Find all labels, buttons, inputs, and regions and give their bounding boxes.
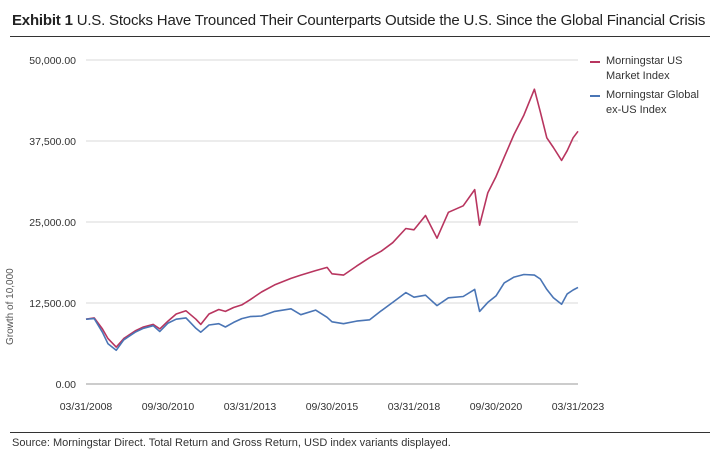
top-rule: [10, 36, 710, 37]
legend-item-ex-us: Morningstar Global ex-US Index: [590, 88, 710, 118]
x-tick-label: 03/31/2023: [552, 401, 605, 413]
y-tick-label: 50,000.00: [29, 55, 76, 67]
gridlines: [86, 59, 578, 385]
y-tick-label: 12,500.00: [29, 298, 76, 310]
series-line-us-market: [85, 88, 579, 348]
chart-title: Exhibit 1 U.S. Stocks Have Trounced Thei…: [12, 12, 712, 29]
legend-label-ex-us: Morningstar Global ex-US Index: [606, 89, 699, 116]
series-line-global-ex-us: [85, 273, 579, 352]
legend-label-us: Morningstar US Market Index: [606, 55, 683, 82]
bottom-rule: [10, 432, 710, 433]
exhibit-label: Exhibit 1: [12, 12, 73, 29]
x-tick-label: 09/30/2010: [142, 401, 195, 413]
legend-item-us: Morningstar US Market Index: [590, 54, 710, 84]
x-tick-label: 03/31/2008: [60, 401, 113, 413]
x-axis-ticks: 03/31/2008 09/30/2010 03/31/2013 09/30/2015…: [60, 401, 605, 413]
y-tick-label: 25,000.00: [29, 217, 76, 229]
title-text: U.S. Stocks Have Trounced Their Counterp…: [76, 12, 706, 29]
x-tick-label: 09/30/2015: [306, 401, 359, 413]
y-tick-label: 0.00: [56, 379, 77, 391]
y-tick-label: 37,500.00: [29, 136, 76, 148]
x-tick-label: 09/30/2020: [470, 401, 523, 413]
y-axis-ticks: 50,000.00 37,500.00 25,000.00 12,500.00 0.00: [29, 55, 76, 391]
series-lines: [85, 88, 579, 352]
legend: Morningstar US Market Index Morningstar …: [590, 54, 710, 122]
source-note: Source: Morningstar Direct. Total Return…: [12, 437, 451, 449]
legend-swatch-ex-us: [590, 95, 600, 97]
x-tick-label: 03/31/2013: [224, 401, 277, 413]
x-tick-label: 03/31/2018: [388, 401, 441, 413]
legend-swatch-us: [590, 61, 600, 63]
y-axis-label: Growth of 10,000: [5, 268, 16, 345]
